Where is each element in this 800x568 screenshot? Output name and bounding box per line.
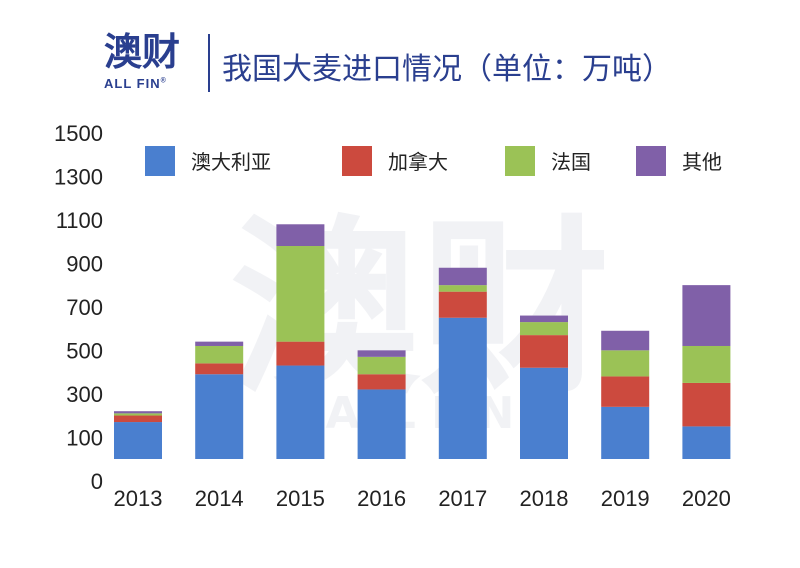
bar-segment xyxy=(276,365,325,459)
bars xyxy=(114,224,731,459)
bar-segment xyxy=(438,317,487,459)
legend-swatch xyxy=(342,146,372,176)
bar-segment xyxy=(520,335,568,368)
bar-segment xyxy=(114,413,162,416)
x-tick-label: 2014 xyxy=(195,486,244,511)
x-tick-label: 2018 xyxy=(520,486,569,511)
y-tick-label: 0 xyxy=(91,469,103,494)
bar-segment xyxy=(357,389,406,459)
bar-segment xyxy=(195,374,244,459)
bar-segment xyxy=(357,374,406,390)
header: 澳财 ALL FIN® 我国大麦进口情况（单位：万吨） xyxy=(0,0,800,110)
legend: 澳大利亚 加拿大 法国 其他 xyxy=(145,146,722,176)
logo-cn-text: 澳财 xyxy=(104,30,181,74)
y-tick-label: 700 xyxy=(66,295,103,320)
bar-segment xyxy=(520,315,568,323)
y-tick-label: 1100 xyxy=(56,208,103,233)
bar-segment xyxy=(682,345,731,383)
legend-swatch xyxy=(145,146,175,176)
brand-logo: 澳财 ALL FIN® xyxy=(104,30,204,100)
x-axis: 2013 2014 2015 2016 2017 2018 2019 2020 xyxy=(114,486,731,511)
y-tick-label: 100 xyxy=(66,426,103,451)
bar-segment xyxy=(601,350,650,377)
x-tick-label: 2016 xyxy=(357,486,406,511)
x-tick-label: 2019 xyxy=(601,486,650,511)
x-tick-label: 2017 xyxy=(438,486,487,511)
bar-segment xyxy=(195,345,244,364)
x-tick-label: 2013 xyxy=(114,486,163,511)
chart-title: 我国大麦进口情况（单位：万吨） xyxy=(222,52,672,87)
bar-segment xyxy=(357,350,406,357)
legend-label: 其他 xyxy=(682,150,722,174)
bar-segment xyxy=(276,341,325,366)
bar-segment xyxy=(195,363,244,375)
legend-swatch xyxy=(636,146,666,176)
bar-segment xyxy=(520,367,568,459)
x-tick-label: 2015 xyxy=(276,486,325,511)
bar-segment xyxy=(601,376,650,407)
header-divider xyxy=(208,34,210,92)
logo-en-text: ALL FIN® xyxy=(104,76,204,91)
logo-registered-mark: ® xyxy=(160,77,167,85)
legend-label: 加拿大 xyxy=(388,150,448,174)
bar-segment xyxy=(682,382,731,427)
bar-segment xyxy=(438,267,487,286)
bar-segment xyxy=(276,224,325,247)
y-tick-label: 1300 xyxy=(54,165,103,190)
y-tick-label: 1500 xyxy=(54,121,103,146)
bar-segment xyxy=(601,330,650,351)
bar-segment xyxy=(438,291,487,318)
bar-segment xyxy=(114,411,162,414)
legend-label: 法国 xyxy=(551,150,591,174)
legend-swatch xyxy=(505,146,535,176)
bar-segment xyxy=(357,356,406,375)
bar-segment xyxy=(520,322,568,336)
legend-label: 澳大利亚 xyxy=(191,150,271,174)
y-tick-label: 500 xyxy=(66,339,103,364)
y-axis: 0 100 300 500 700 900 1100 1300 1500 xyxy=(54,121,103,494)
x-tick-label: 2020 xyxy=(682,486,731,511)
y-tick-label: 900 xyxy=(66,252,103,277)
bar-segment xyxy=(195,341,244,346)
bar-segment xyxy=(276,246,325,342)
bar-segment xyxy=(682,285,731,346)
bar-segment xyxy=(601,406,650,459)
logo-en-label: ALL FIN xyxy=(104,76,161,91)
y-tick-label: 300 xyxy=(66,382,103,407)
bar-segment xyxy=(114,422,162,459)
bar-segment xyxy=(682,426,731,459)
bar-segment xyxy=(438,285,487,292)
bar-segment xyxy=(114,415,162,423)
